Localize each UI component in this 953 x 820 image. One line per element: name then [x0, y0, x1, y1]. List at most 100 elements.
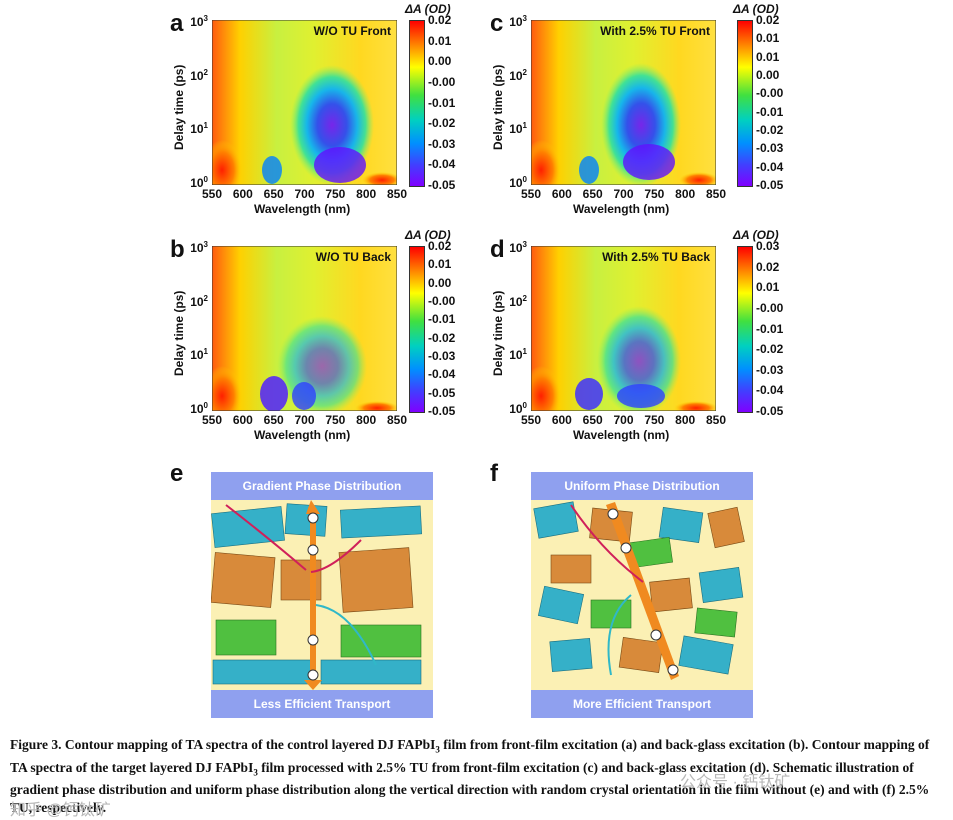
colorbar-a	[409, 20, 425, 187]
plot-title: W/O TU Back	[315, 250, 391, 264]
colorbar-tick-label: 0.00	[428, 54, 452, 69]
colorbar-title-b: ΔA (OD)	[405, 228, 451, 242]
colorbar-tick-label: -0.04	[756, 383, 784, 398]
y-tick-label: 100	[509, 401, 527, 416]
x-tick-label: 600	[232, 413, 253, 427]
colorbar-tick-label: -0.02	[428, 330, 456, 345]
x-tick-label: 750	[644, 413, 665, 427]
x-tick-label: 600	[551, 187, 572, 201]
y-axis-label: Delay time (ps)	[491, 64, 505, 150]
colorbar-tick-label: 0.01	[756, 280, 780, 295]
colorbar-tick-label: 0.01	[756, 31, 780, 46]
x-tick-label: 600	[551, 413, 572, 427]
colorbar-tick-label: -0.01	[756, 104, 784, 119]
panel-label-c: c	[490, 10, 504, 37]
y-tick-label: 102	[509, 293, 527, 309]
colorbar-tick-label: 0.03	[756, 239, 780, 253]
colorbar-tick-label: -0.01	[756, 321, 784, 336]
figure-caption: Figure 3. Contour mapping of TA spectra …	[10, 737, 930, 816]
colorbar-tick-label: 0.02	[756, 259, 780, 274]
colorbar-tick-label: 0.00	[756, 68, 780, 82]
colorbar-tick-label: 0.02	[756, 13, 780, 27]
x-tick-label: 650	[263, 413, 284, 427]
panel-label-b: b	[170, 236, 185, 263]
colorbar-title-d: ΔA (OD)	[733, 228, 779, 242]
y-tick-label: 101	[190, 121, 208, 137]
x-tick-label: 800	[356, 187, 377, 201]
x-tick-label: 550	[201, 187, 223, 201]
colorbar-tick-label: -0.05	[428, 404, 456, 418]
colorbar-tick-label: -0.03	[756, 362, 784, 377]
y-tick-label: 101	[190, 347, 208, 363]
y-tick-label: 102	[190, 293, 208, 309]
y-tick-label: 103	[509, 240, 527, 255]
panel-label-f: f	[490, 460, 498, 487]
colorbar-tick-label: -0.03	[428, 136, 456, 151]
colorbar-b	[409, 246, 425, 413]
colorbar-tick-label: -0.05	[756, 404, 784, 418]
colorbar-tick-label: 0.01	[756, 49, 780, 64]
x-tick-label: 700	[294, 413, 315, 427]
schematic-top-banner: Gradient Phase Distribution	[211, 472, 433, 500]
y-tick-label: 103	[509, 14, 527, 29]
colorbar-tick-label: -0.01	[428, 95, 456, 110]
x-tick-label: 800	[675, 413, 696, 427]
schematic-bottom-banner: More Efficient Transport	[531, 690, 753, 718]
x-tick-label: 800	[356, 413, 377, 427]
y-tick-label: 100	[190, 175, 208, 190]
schematic-top-banner: Uniform Phase Distribution	[531, 472, 753, 500]
colorbar-d	[737, 246, 753, 413]
y-tick-label: 100	[190, 401, 208, 416]
colorbar-title-a: ΔA (OD)	[405, 2, 451, 16]
x-axis-label: Wavelength (nm)	[573, 428, 670, 442]
colorbar-tick-label: 0.02	[428, 13, 452, 27]
schematic-e: Gradient Phase Distribution Less Efficie…	[211, 472, 433, 718]
colorbar-tick-label: -0.03	[428, 349, 456, 363]
schematic-bottom-banner: Less Efficient Transport	[211, 690, 433, 718]
y-tick-label: 103	[190, 240, 208, 255]
y-tick-label: 103	[190, 14, 208, 29]
colorbar-tick-label: -0.05	[428, 385, 456, 400]
x-axis-label: Wavelength (nm)	[254, 428, 351, 442]
colorbar-tick-label: -0.00	[428, 74, 456, 89]
colorbar-tick-label: -0.01	[428, 312, 456, 327]
colorbar-title-c: ΔA (OD)	[733, 2, 779, 16]
y-tick-label: 101	[509, 347, 527, 363]
x-tick-label: 650	[582, 413, 603, 427]
colorbar-tick-label: 0.01	[428, 257, 452, 272]
x-tick-label: 750	[325, 187, 346, 201]
colorbar-c	[737, 20, 753, 187]
x-tick-label: 550	[520, 413, 542, 427]
colorbar-tick-label: -0.02	[756, 123, 784, 137]
x-tick-label: 700	[613, 413, 634, 427]
x-tick-label: 850	[705, 413, 727, 427]
y-axis-label: Delay time (ps)	[172, 64, 186, 150]
y-tick-label: 102	[509, 67, 527, 83]
y-tick-label: 101	[509, 121, 527, 137]
colorbar-tick-label: -0.00	[756, 86, 784, 101]
y-axis-label: Delay time (ps)	[172, 290, 186, 376]
colorbar-tick-label: -0.04	[756, 159, 784, 174]
colorbar-tick-label: 0.01	[428, 33, 452, 48]
colorbar-tick-label: -0.02	[428, 116, 456, 131]
watermark: 知乎 @钙钛矿	[10, 802, 111, 819]
schematic-f: Uniform Phase Distribution More	[531, 472, 753, 718]
panel-label-e: e	[170, 460, 184, 487]
contour-plot-a: W/O TU Front	[212, 20, 397, 185]
colorbar-tick-label: -0.00	[756, 300, 784, 315]
x-tick-label: 800	[675, 187, 696, 201]
x-axis-label: Wavelength (nm)	[254, 202, 351, 216]
x-tick-label: 750	[644, 187, 665, 201]
colorbar-tick-label: -0.04	[428, 157, 456, 172]
x-tick-label: 700	[613, 187, 634, 201]
y-tick-label: 102	[190, 67, 208, 83]
panel-label-d: d	[490, 236, 505, 263]
colorbar-tick-label: 0.02	[428, 239, 452, 253]
contour-plot-d: With 2.5% TU Back	[531, 246, 716, 411]
x-tick-label: 650	[582, 187, 603, 201]
x-tick-label: 850	[705, 187, 727, 201]
colorbar-tick-label: -0.02	[756, 342, 784, 357]
x-tick-label: 850	[386, 187, 408, 201]
plot-title: W/O TU Front	[313, 24, 391, 38]
colorbar-tick-label: -0.00	[428, 294, 456, 308]
